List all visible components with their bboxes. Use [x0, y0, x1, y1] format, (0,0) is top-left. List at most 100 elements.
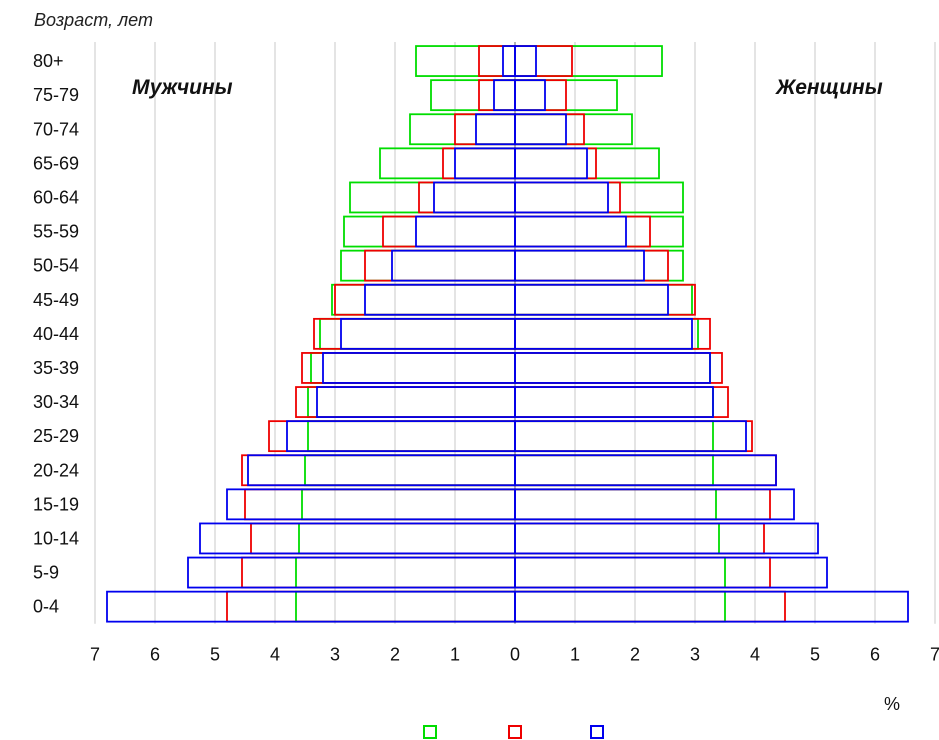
category-label: 35-39	[33, 358, 79, 378]
bar-women-series-0	[514, 215, 684, 248]
bar-men-series-2	[106, 590, 516, 623]
bar-women-series-2	[514, 181, 609, 214]
bar-men-series-2	[391, 249, 516, 282]
bar-women-series-0	[514, 317, 699, 350]
bar-women-series-2	[514, 317, 693, 350]
category-label: 20-24	[33, 460, 79, 480]
x-tick-label: 0	[510, 645, 520, 665]
bar-men-series-0	[349, 181, 516, 214]
bar-women-series-0	[514, 249, 684, 282]
unit-label: %	[884, 694, 901, 714]
bar-women-series-2	[514, 352, 711, 384]
bar-men-series-0	[415, 45, 516, 77]
bar-men-series-2	[454, 147, 516, 180]
bar-women-series-2	[514, 147, 588, 180]
legend-swatch-blue	[590, 725, 604, 739]
x-tick-label: 2	[390, 645, 400, 665]
bar-men-series-0	[409, 113, 516, 146]
bar-men-series-0	[307, 386, 516, 418]
bar-women-series-1	[514, 181, 621, 214]
x-tick-label: 4	[750, 645, 760, 665]
x-tick-label: 4	[270, 645, 280, 665]
bar-men-series-1	[226, 590, 516, 623]
x-tick-label: 7	[90, 645, 100, 665]
bar-men-series-2	[433, 181, 516, 214]
bar-women-series-2	[514, 454, 777, 487]
bar-women-series-2	[514, 556, 828, 589]
bar-women-series-2	[514, 79, 546, 112]
bar-women-series-1	[514, 352, 723, 384]
bar-women-series-2	[514, 283, 669, 316]
bar-men-series-0	[304, 454, 516, 487]
bar-women-series-2	[514, 488, 795, 521]
bar-women-series-0	[514, 386, 714, 418]
category-label: 30-34	[33, 392, 79, 412]
bar-men-series-1	[241, 556, 516, 589]
bar-men-series-1	[364, 249, 516, 282]
bar-women-series-0	[514, 352, 711, 384]
x-tick-label: 3	[690, 645, 700, 665]
x-tick-label: 1	[450, 645, 460, 665]
bar-women-series-2	[514, 420, 747, 453]
bar-men-series-1	[442, 147, 516, 180]
bar-women-series-2	[514, 215, 627, 248]
bar-women-series-0	[514, 522, 720, 555]
bar-men-series-0	[298, 522, 516, 555]
bar-men-series-2	[286, 420, 516, 453]
bar-men-series-2	[475, 113, 516, 146]
bar-men-series-0	[295, 590, 516, 623]
axis-title: Возраст, лет	[34, 10, 153, 30]
bar-women-series-0	[514, 590, 726, 623]
legend-swatch-red	[508, 725, 522, 739]
bar-men-series-0	[310, 352, 516, 384]
bar-men-series-0	[343, 215, 516, 248]
bar-men-series-1	[250, 522, 516, 555]
bar-women-series-1	[514, 79, 567, 112]
bar-men-series-1	[295, 386, 516, 418]
category-label: 10-14	[33, 528, 79, 548]
category-label: 80+	[33, 51, 64, 71]
category-label: 25-29	[33, 426, 79, 446]
bar-women-series-0	[514, 283, 693, 316]
bar-women-series-1	[514, 454, 777, 487]
legend-swatch-green	[423, 725, 437, 739]
bar-men-series-0	[340, 249, 516, 282]
bar-men-series-1	[382, 215, 516, 248]
bar-men-series-1	[478, 45, 516, 77]
bar-men-series-0	[319, 317, 516, 350]
bar-men-series-2	[247, 454, 516, 487]
bar-women-series-1	[514, 249, 669, 282]
bar-men-series-2	[316, 386, 516, 418]
bar-women-series-0	[514, 488, 717, 521]
bar-men-series-2	[187, 556, 516, 589]
category-label: 5-9	[33, 563, 59, 583]
bar-women-series-1	[514, 215, 651, 248]
x-tick-label: 5	[810, 645, 820, 665]
category-label: 65-69	[33, 153, 79, 173]
bar-men-series-1	[334, 283, 516, 316]
bar-women-series-1	[514, 317, 711, 350]
bar-men-series-1	[241, 454, 516, 487]
bar-women-series-1	[514, 590, 786, 623]
x-tick-label: 1	[570, 645, 580, 665]
bar-women-series-0	[514, 45, 663, 77]
bar-men-series-2	[493, 79, 516, 112]
x-tick-label: 6	[870, 645, 880, 665]
bar-women-series-0	[514, 454, 714, 487]
category-label: 70-74	[33, 119, 79, 139]
x-tick-label: 2	[630, 645, 640, 665]
bar-men-series-2	[364, 283, 516, 316]
x-tick-label: 6	[150, 645, 160, 665]
x-tick-label: 7	[930, 645, 939, 665]
bar-men-series-1	[244, 488, 516, 521]
bar-men-series-2	[322, 352, 516, 384]
bar-women-series-2	[514, 45, 537, 77]
category-label: 40-44	[33, 324, 79, 344]
bar-women-series-0	[514, 420, 714, 453]
category-label: 15-19	[33, 494, 79, 514]
bar-men-series-0	[307, 420, 516, 453]
bar-women-series-1	[514, 113, 585, 146]
bar-men-series-0	[379, 147, 516, 180]
women-label: Женщины	[776, 76, 883, 99]
